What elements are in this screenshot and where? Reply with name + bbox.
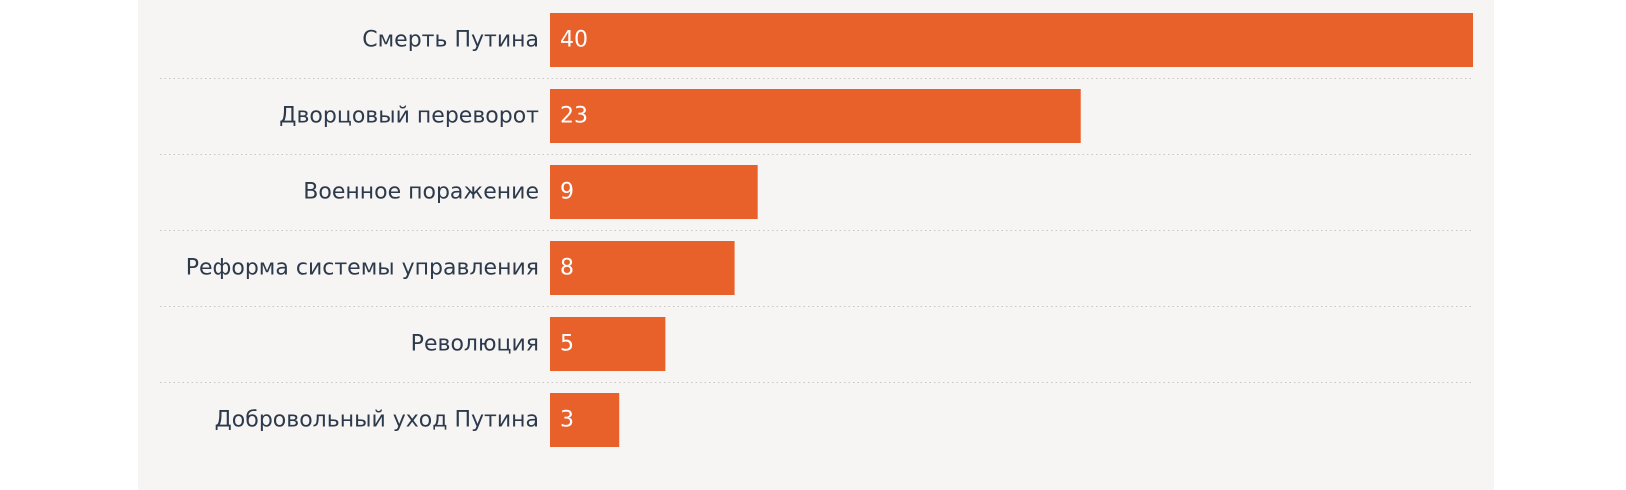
row-separators <box>160 78 1473 383</box>
bar-1 <box>550 13 1473 67</box>
bar-2 <box>550 89 1081 143</box>
chart-panel <box>138 0 1494 490</box>
value-labels: 40 23 9 8 5 3 <box>560 28 588 433</box>
value-label-1: 40 <box>560 28 588 53</box>
category-label-1: Смерть Путина <box>362 28 539 53</box>
bar-4 <box>550 241 735 295</box>
value-label-5: 5 <box>560 332 574 357</box>
category-labels: Смерть Путина Дворцовый переворот Военное … <box>186 28 539 433</box>
category-label-2: Дворцовый переворот <box>279 104 539 129</box>
bars-group <box>550 13 1473 447</box>
bar-6 <box>550 393 620 447</box>
value-label-2: 23 <box>560 104 588 129</box>
category-label-4: Реформа системы управления <box>186 256 539 281</box>
category-label-3: Военное поражение <box>303 180 539 205</box>
bar-5 <box>550 317 666 371</box>
value-label-3: 9 <box>560 180 574 205</box>
value-label-4: 8 <box>560 256 574 281</box>
category-label-5: Революция <box>411 332 539 357</box>
value-label-6: 3 <box>560 408 574 433</box>
category-label-6: Добровольный уход Путина <box>215 408 539 433</box>
bar-3 <box>550 165 758 219</box>
